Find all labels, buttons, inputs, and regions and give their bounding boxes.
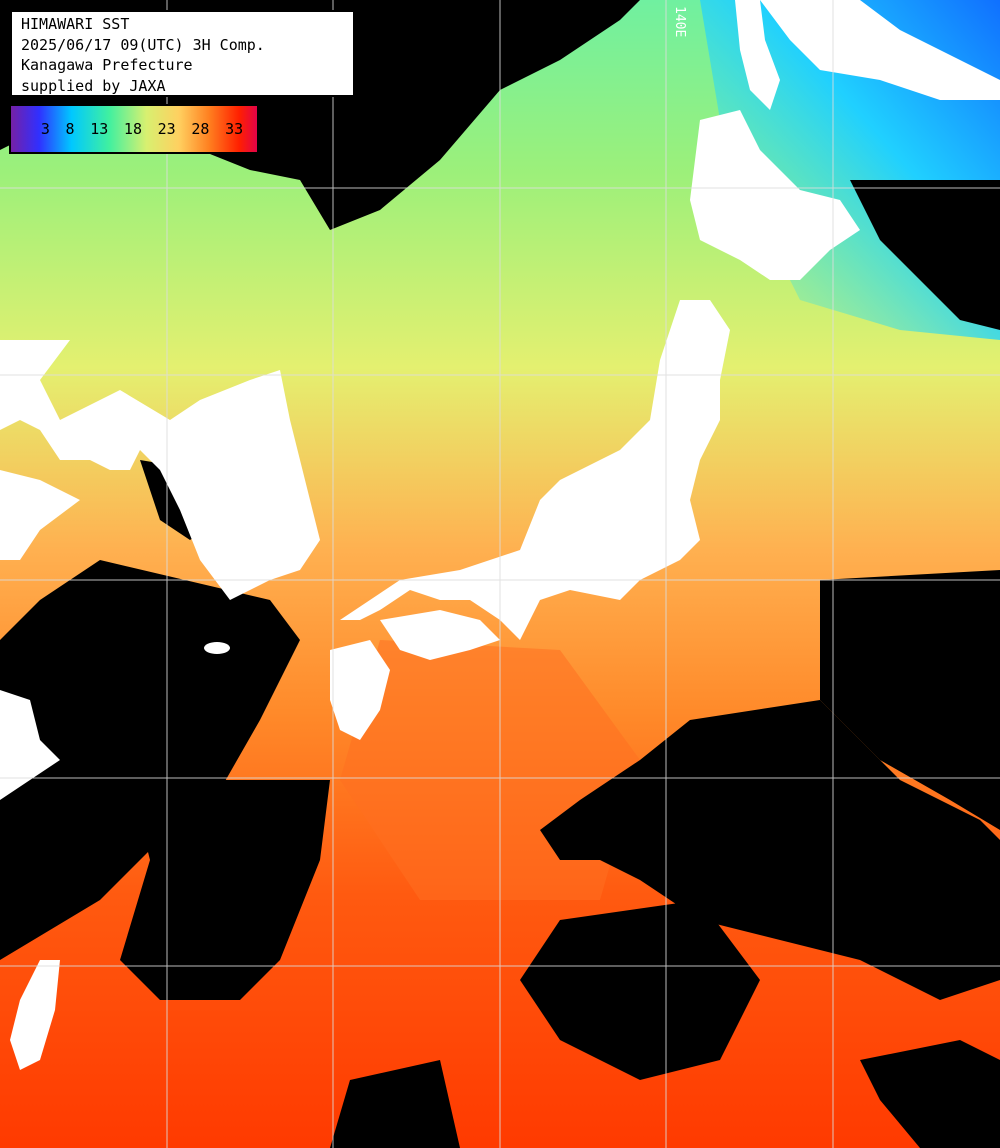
korea-china-land (0, 340, 320, 600)
lon-label-140e: 140E (672, 6, 687, 38)
lat-label-40n: 40N (8, 354, 32, 369)
honshu (340, 300, 730, 640)
legend-color-bar (11, 106, 257, 152)
kuril-coast (760, 0, 1000, 100)
legend-label: 23 (157, 120, 176, 138)
legend-label: 13 (90, 120, 109, 138)
shikoku (380, 610, 500, 660)
legend-label: 3 (40, 120, 50, 138)
hokkaido (690, 110, 860, 280)
china-coast (0, 470, 80, 560)
legend-labels: 3 8 13 18 23 28 33 (11, 106, 257, 152)
jeju-island (204, 642, 230, 654)
organization: Kanagawa Prefecture (21, 56, 193, 74)
legend-label: 28 (191, 120, 210, 138)
observation-time: 2025/06/17 09(UTC) 3H Comp. (21, 35, 265, 54)
kyushu (330, 640, 390, 740)
legend-label: 18 (123, 120, 142, 138)
taiwan (10, 960, 60, 1070)
data-source: supplied by JAXA (21, 76, 166, 95)
legend-label: 8 (65, 120, 75, 138)
land-masses (0, 0, 1000, 1070)
sakhalin (735, 0, 780, 110)
map-title-box: HIMAWARI SST 2025/06/17 09(UTC) 3H Comp.… (10, 10, 355, 97)
legend-label: 33 (225, 120, 244, 138)
china-coast-south (0, 690, 60, 800)
product-title: HIMAWARI SST (21, 15, 130, 33)
temperature-legend: 3 8 13 18 23 28 33 (9, 104, 259, 154)
